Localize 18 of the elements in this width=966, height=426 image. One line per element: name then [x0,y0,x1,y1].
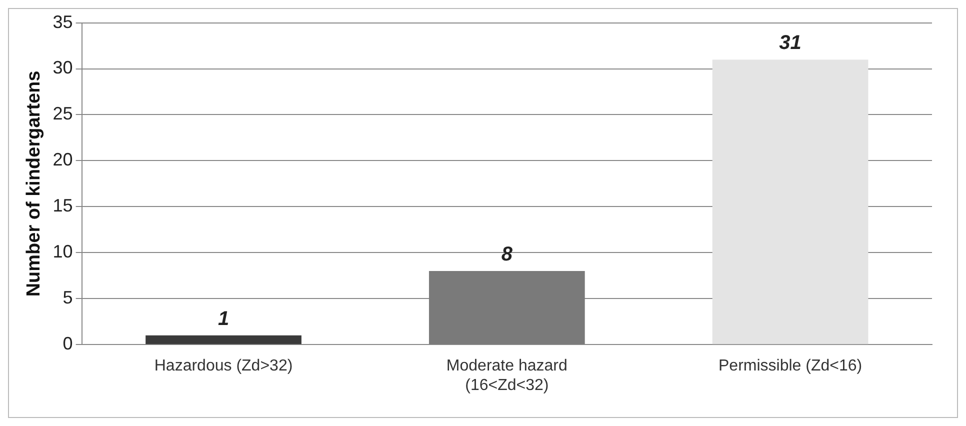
x-tick-label: Permissible (Zd<16) [718,358,862,375]
data-label: 1 [218,308,230,330]
data-label: 31 [779,32,802,54]
y-tick-label: 30 [52,58,73,78]
y-tick-label: 20 [52,150,73,170]
y-tick-label: 15 [52,196,73,216]
bar [712,60,868,344]
y-tick-label: 35 [52,12,73,32]
bar [146,335,302,344]
y-tick-label: 25 [52,104,73,124]
data-label: 8 [501,244,514,266]
y-axis-title: Number of kindergartens [24,70,45,297]
y-tick-label: 5 [62,288,73,308]
x-tick-label: Moderate hazard (16<Zd<32) [446,358,568,394]
y-tick-label: 10 [52,242,73,262]
y-tick-label: 0 [62,334,73,354]
bar [428,271,585,344]
x-tick-label: Hazardous (Zd>32) [154,358,293,375]
